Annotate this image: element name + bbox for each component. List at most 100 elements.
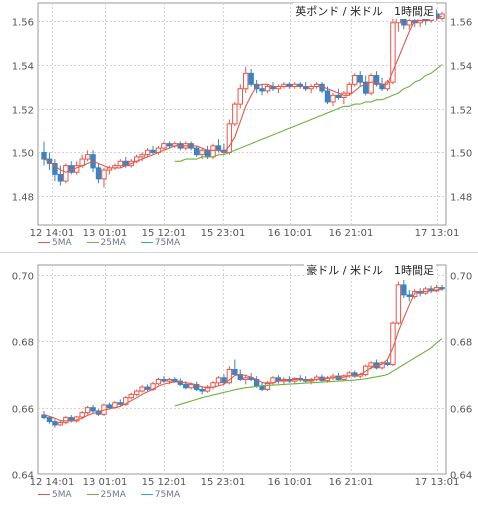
x-tick-label: 16 21:01 — [329, 228, 374, 239]
audusd-chart-panel: 0.70 0.70 0.68 0.68 0.66 0.66 0.64 0.64 12 14:01… — [0, 253, 478, 505]
candle-body-up — [79, 412, 85, 418]
candle-body-up — [84, 154, 91, 160]
candle-body-down — [379, 83, 385, 90]
ma5-line — [43, 288, 443, 422]
candle-body-down — [406, 294, 412, 298]
candle-body-up — [232, 103, 238, 125]
legend-item-25ma: 25MA — [86, 490, 126, 500]
candle-body-down — [439, 287, 445, 290]
legend-label: 75MA — [154, 490, 181, 500]
candle-body-up — [128, 393, 134, 399]
candle-body-up — [384, 81, 391, 90]
candle-body-down — [95, 167, 102, 180]
candle-body-up — [330, 94, 336, 103]
candle-body-down — [221, 377, 227, 384]
y-tick-label-right: 1.56 — [450, 18, 472, 29]
candle-body-up — [390, 22, 396, 83]
chart-title: 英ポンド / 米ドル 1時間足 — [293, 3, 436, 19]
candle-body-up — [166, 378, 173, 382]
y-tick-label-right: 0.66 — [450, 405, 472, 416]
candle-body-down — [259, 385, 265, 390]
candle-body-up — [63, 165, 69, 182]
ma25-line — [174, 338, 443, 407]
candle-body-down — [46, 417, 53, 423]
candle-body-down — [384, 362, 391, 366]
legend-label: 5MA — [52, 238, 72, 248]
candle-body-down — [324, 90, 331, 103]
candle-body-down — [166, 143, 173, 147]
legend-swatch — [38, 494, 50, 495]
candle-body-up — [204, 386, 211, 392]
candle-body-up — [117, 160, 124, 167]
plot-frame — [37, 264, 447, 475]
legend-item-75ma: 75MA — [140, 238, 181, 248]
candle-body-up — [139, 154, 145, 158]
candle-body-down — [401, 284, 407, 296]
x-tick-label: 16 21:01 — [329, 477, 374, 488]
candle-body-down — [183, 383, 189, 389]
x-tick-label: 16 10:01 — [268, 477, 313, 488]
candle-body-down — [362, 81, 369, 94]
y-tick-label-right: 1.48 — [450, 193, 472, 204]
candle-body-down — [335, 94, 342, 99]
candle-body-up — [215, 377, 222, 384]
candle-body-down — [248, 72, 254, 85]
candle-body-up — [226, 369, 233, 384]
candle-body-down — [352, 372, 358, 377]
candle-body-down — [57, 173, 64, 182]
y-tick-label-right: 0.68 — [450, 338, 472, 349]
candle-body-up — [161, 143, 167, 149]
candle-body-down — [90, 407, 96, 412]
candle-body-up — [406, 20, 412, 26]
candle-body-down — [144, 386, 151, 390]
candle-body-up — [210, 145, 216, 158]
candle-body-up — [439, 13, 445, 19]
legend-swatch — [140, 494, 153, 495]
y-tick-label-left: 0.70 — [12, 272, 34, 283]
legend-label: 75MA — [154, 238, 181, 248]
candle-body-up — [243, 72, 249, 90]
legend-label: 25MA — [100, 490, 126, 500]
chart-title: 豪ドル / 米ドル 1時間足 — [304, 262, 436, 278]
x-tick-label: 13 01:01 — [83, 228, 128, 239]
candle-body-down — [357, 75, 363, 83]
chart-legend: 5MA 25MA 75MA — [38, 490, 192, 500]
legend-swatch — [140, 242, 153, 243]
y-tick-label-left: 1.48 — [12, 193, 34, 204]
y-tick-label-right: 1.50 — [450, 149, 472, 160]
candle-body-down — [106, 404, 113, 409]
candle-body-down — [259, 88, 265, 92]
candle-body-up — [101, 169, 107, 180]
candle-body-down — [204, 149, 211, 158]
candle-body-up — [264, 86, 271, 92]
x-tick-label: 15 12:01 — [142, 477, 187, 488]
x-tick-label: 15 12:01 — [142, 228, 187, 239]
candle-body-up — [352, 75, 358, 85]
candle-body-up — [133, 390, 140, 395]
y-tick-label-left: 0.68 — [12, 338, 34, 349]
candle-body-down — [177, 380, 184, 385]
x-tick-label: 17 13:01 — [415, 228, 460, 239]
candle-body-up — [123, 397, 129, 405]
y-tick-label-left: 1.54 — [12, 62, 34, 73]
candle-body-down — [150, 149, 156, 153]
y-tick-label-left: 0.64 — [12, 471, 34, 482]
y-tick-label-left: 1.56 — [12, 18, 34, 29]
legend-item-5ma: 5MA — [38, 238, 72, 248]
candle-body-up — [395, 284, 402, 324]
candle-body-down — [193, 147, 200, 156]
legend-label: 25MA — [100, 238, 126, 248]
ma25-line — [174, 64, 443, 162]
candle-body-up — [139, 386, 145, 392]
candle-body-down — [193, 383, 200, 390]
candle-body-up — [144, 149, 151, 156]
candle-body-up — [368, 362, 374, 367]
panel-divider — [0, 252, 478, 253]
y-tick-label-right: 1.54 — [450, 62, 472, 73]
x-tick-label: 15 23:01 — [201, 228, 246, 239]
chart-legend: 5MA 25MA 75MA — [38, 238, 192, 248]
y-tick-label-left: 1.52 — [12, 106, 34, 117]
legend-item-75ma: 75MA — [140, 490, 181, 500]
legend-item-25ma: 25MA — [86, 238, 126, 248]
legend-label: 5MA — [52, 490, 72, 500]
